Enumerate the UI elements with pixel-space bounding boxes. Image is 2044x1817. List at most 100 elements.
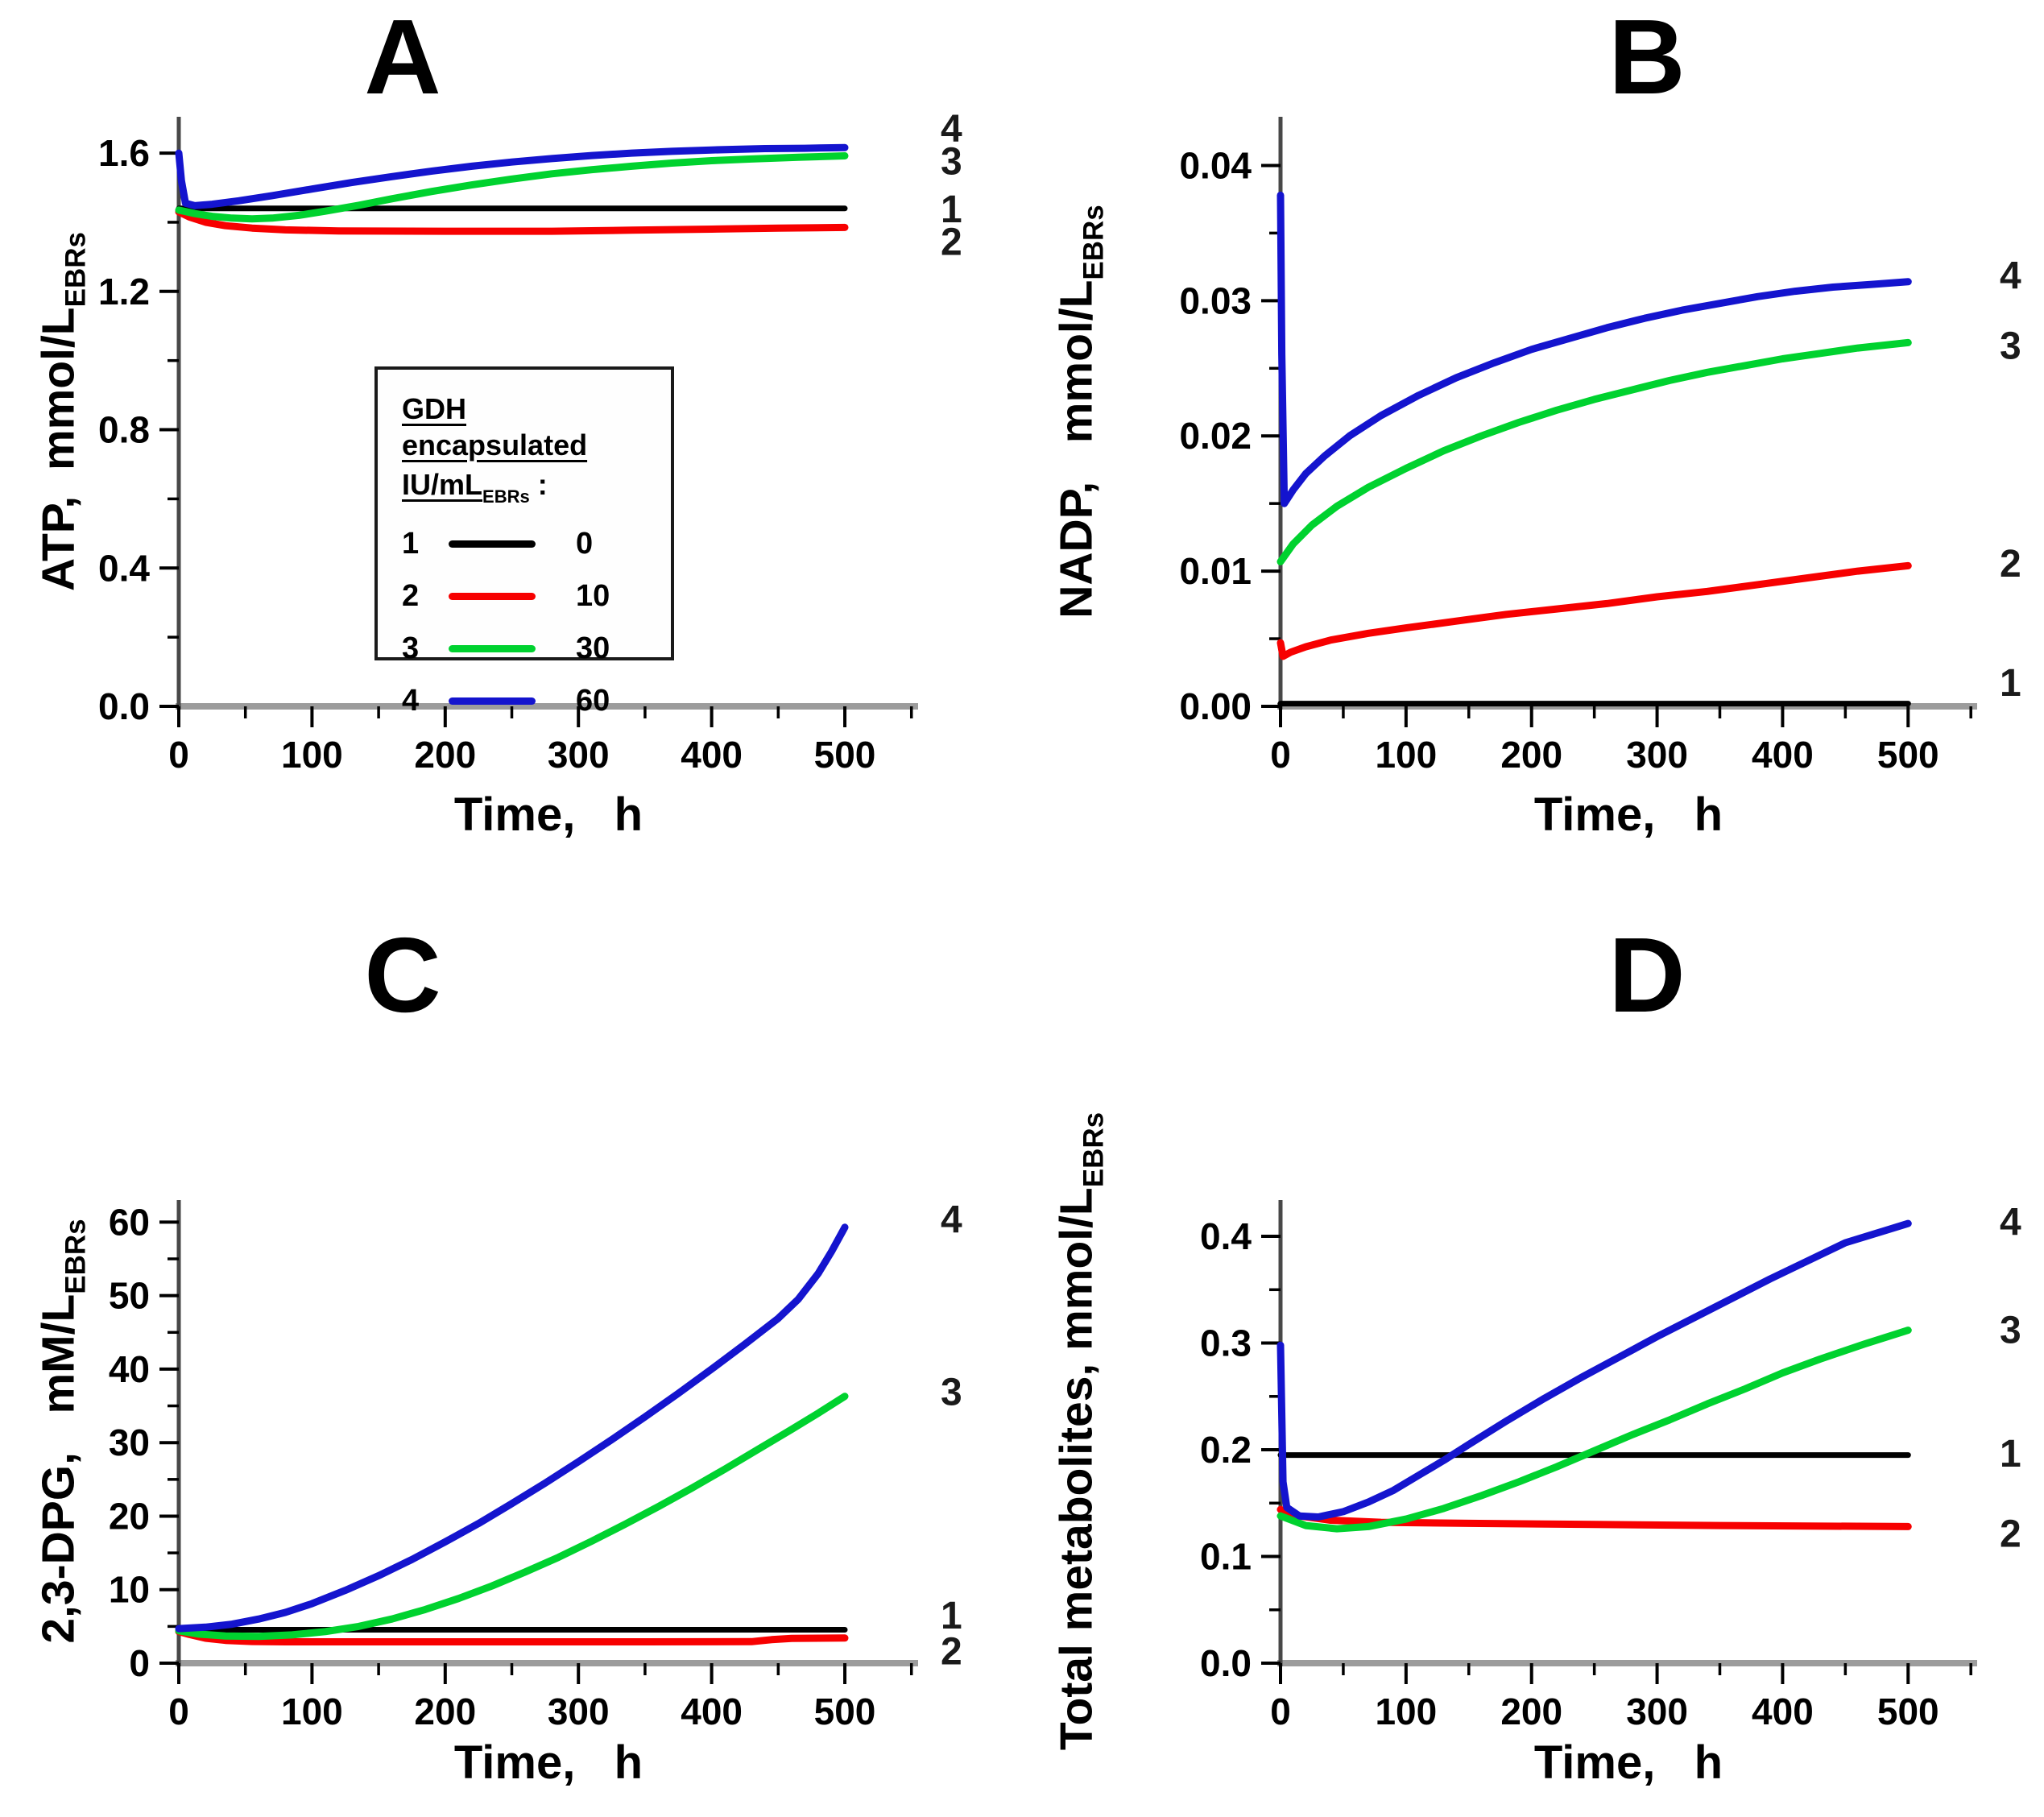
x-tick-label: 0	[168, 734, 189, 776]
x-tick-label: 400	[1752, 734, 1814, 776]
legend-entry-number: 1	[402, 526, 420, 561]
y-tick-label: 50	[109, 1275, 150, 1317]
curve-label-2: 2	[941, 221, 962, 264]
x-tick-label: 300	[1626, 1691, 1688, 1732]
y-tick-label: 0.0	[98, 685, 150, 727]
panel-d-title: D	[1608, 916, 1686, 1034]
y-tick-label: 0.04	[1179, 144, 1252, 186]
y-tick-label: 0.0	[1200, 1642, 1252, 1684]
panel-a: A ATP, mmol/LEBRs 0 100 200 300 400 500 0.0 0.4…	[0, 0, 1007, 886]
legend-title-text: GDH encapsulated	[402, 392, 588, 461]
x-tick-label: 100	[281, 734, 343, 776]
curve-label-2: 2	[2000, 1513, 2021, 1555]
legend-line-sample-blue	[449, 697, 536, 705]
y-tick-label: 0	[129, 1642, 150, 1684]
legend-entry-value: 0	[576, 526, 594, 561]
x-tick-label: 500	[1877, 1691, 1939, 1732]
y-tick-label: 0.4	[98, 547, 150, 589]
panel-d-x-axis-label: Time, h	[1533, 1736, 1723, 1789]
y-tick-label: 0.00	[1179, 685, 1252, 727]
curve-label-3: 3	[941, 141, 962, 184]
curve-label-2: 2	[941, 1630, 962, 1673]
x-tick-label: 100	[1375, 734, 1437, 776]
curve-label-1: 1	[2000, 1433, 2021, 1476]
series-4-curve	[1276, 1219, 1912, 1521]
series-4-curve	[1276, 191, 1912, 507]
series-3-curve	[1276, 338, 1912, 565]
curve-label-1: 1	[941, 1595, 962, 1637]
x-tick-label: 300	[1626, 734, 1688, 776]
panel-c-title: C	[364, 916, 441, 1034]
x-tick-label: 500	[814, 1691, 876, 1732]
panel-c-chart: 0 100 200 300 400 500 0 10 20 30 40 50 60 12 3 4	[109, 1199, 962, 1732]
series-3-curve	[175, 1393, 849, 1641]
curve-label-2: 2	[2000, 543, 2021, 586]
series-4-curve	[175, 1223, 849, 1633]
x-tick-label: 400	[1752, 1691, 1814, 1732]
x-tick-label: 400	[681, 1691, 743, 1732]
x-tick-label: 200	[1500, 734, 1562, 776]
x-tick-label: 500	[814, 734, 876, 776]
y-tick-label: 0.3	[1200, 1322, 1252, 1364]
legend-row-3: 3 30	[402, 631, 650, 666]
legend-entry-number: 4	[402, 683, 420, 718]
curve-label-3: 3	[2000, 325, 2021, 368]
curve-label-4: 4	[2000, 1201, 2021, 1244]
y-tick-label: 10	[109, 1569, 150, 1611]
y-tick-label: 1.2	[98, 271, 150, 312]
y-tick-label: 0.03	[1179, 279, 1252, 321]
legend-line-sample-black	[449, 540, 536, 548]
y-tick-label: 30	[109, 1422, 150, 1463]
legend-entry-number: 3	[402, 631, 420, 665]
y-tick-label: 0.02	[1179, 415, 1252, 457]
x-tick-label: 300	[548, 734, 610, 776]
y-tick-label: 0.2	[1200, 1429, 1252, 1471]
x-tick-label: 200	[1500, 1691, 1562, 1732]
curve-label-1: 1	[941, 188, 962, 231]
x-tick-label: 200	[414, 1691, 476, 1732]
y-tick-label: 40	[109, 1348, 150, 1390]
series-2-curve	[175, 208, 849, 235]
legend-units-text: IU/mL	[402, 468, 483, 501]
legend-entry-number: 2	[402, 578, 420, 613]
y-tick-label: 60	[109, 1201, 150, 1243]
legend-row-1: 1 0	[402, 527, 650, 561]
panel-d: D Total metabolites, mmol/LEBRs 0 100 200 3…	[1023, 910, 2044, 1817]
curve-label-1: 1	[2000, 662, 2021, 705]
legend-title: GDH encapsulated	[402, 391, 650, 463]
panel-b-x-axis-label: Time, h	[1533, 788, 1723, 841]
x-tick-label: 500	[1877, 734, 1939, 776]
x-tick-label: 100	[281, 1691, 343, 1732]
panel-b: B NADP, mmol/LEBRs 0 100 200 300 400 500 0.00 0…	[1023, 0, 2044, 886]
series-3-curve	[1276, 1327, 1912, 1533]
panel-a-title: A	[364, 0, 441, 116]
legend-row-2: 2 10	[402, 579, 650, 614]
curve-label-4: 4	[2000, 255, 2021, 297]
legend-entry-value: 30	[576, 631, 610, 665]
x-tick-label: 0	[168, 1691, 189, 1732]
y-tick-label: 0.1	[1200, 1536, 1252, 1578]
curve-label-3: 3	[941, 1371, 962, 1413]
y-tick-label: 1.6	[98, 132, 150, 174]
curve-label-4: 4	[941, 1199, 962, 1242]
legend-units-underlined: IU/mLEBRs	[402, 468, 530, 507]
y-tick-label: 0.4	[1200, 1215, 1252, 1257]
curve-label-3: 3	[2000, 1309, 2021, 1351]
legend-units-line: IU/mLEBRs :	[402, 466, 650, 509]
legend-colon: :	[529, 468, 548, 501]
y-tick-label: 0.01	[1179, 550, 1252, 592]
legend-line-sample-green	[449, 644, 536, 652]
panel-a-x-axis-label: Time, h	[453, 788, 643, 841]
x-tick-label: 0	[1270, 734, 1291, 776]
x-tick-label: 300	[548, 1691, 610, 1732]
panel-c: C 2,3-DPG, mM/LEBRs 0 100 200 300 400 500 0 10 2…	[0, 910, 1007, 1817]
x-tick-label: 100	[1375, 1691, 1437, 1732]
series-3-curve	[175, 152, 849, 223]
legend-units-subscript: EBRs	[482, 486, 530, 507]
panel-b-chart: 0 100 200 300 400 500 0.00 0.01 0.02 0.03 0.04 1 2 3 4	[1179, 117, 2021, 776]
series-2-curve	[175, 1628, 849, 1645]
y-tick-label: 20	[109, 1495, 150, 1537]
panel-c-x-axis-label: Time, h	[453, 1736, 643, 1789]
legend-row-4: 4 60	[402, 684, 650, 718]
